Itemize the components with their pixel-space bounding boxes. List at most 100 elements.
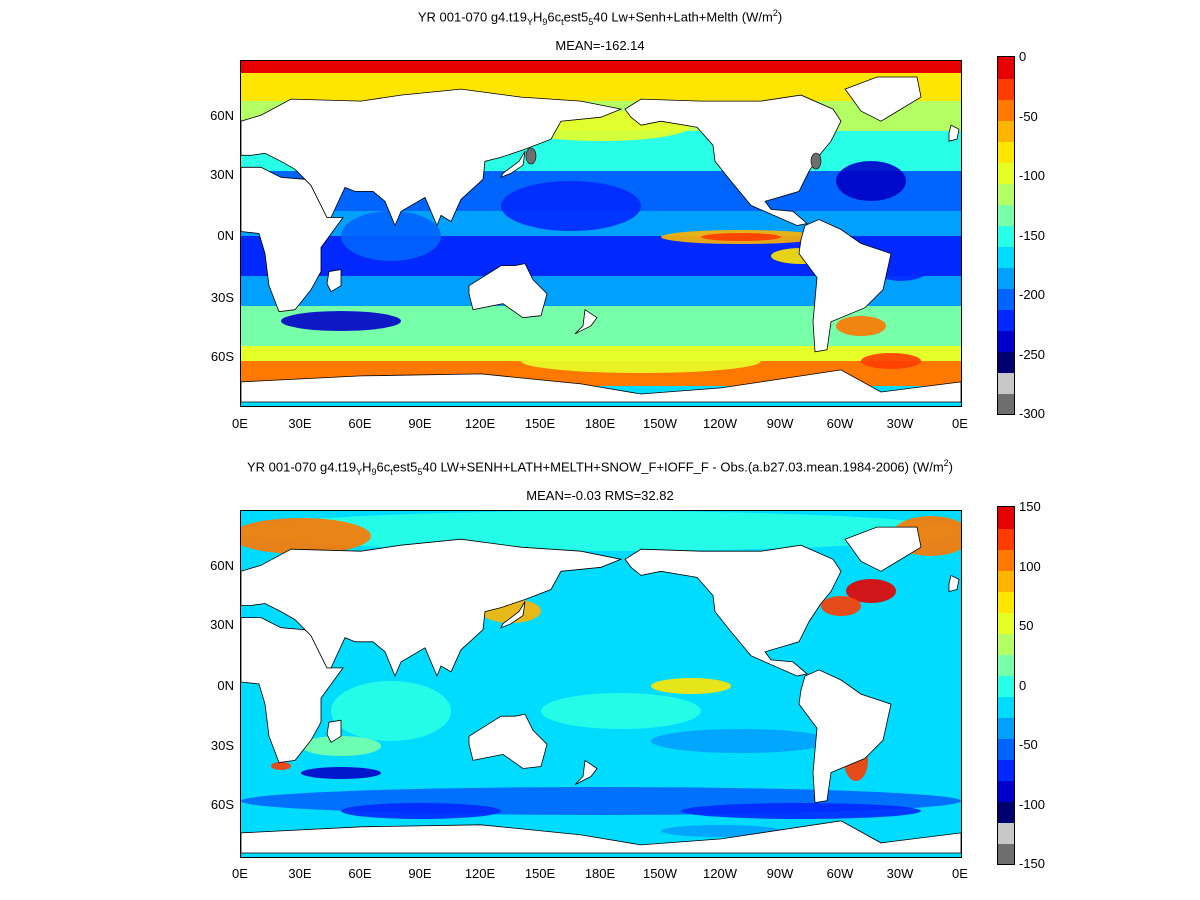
panel1-field-anomaly	[521, 349, 761, 373]
panel2-field-anomaly	[821, 596, 861, 616]
panel2-field-anomaly	[651, 678, 731, 694]
panel1-title-sub-t: t	[561, 16, 564, 27]
panel2-field-anomaly	[341, 803, 501, 819]
panel2-colorbar-segment	[998, 654, 1014, 676]
panel1-landmass	[241, 88, 623, 227]
panel1-colorbar-segment	[998, 309, 1014, 331]
panel2-landmass	[844, 526, 922, 572]
panel1-lon-tick-label: 120W	[703, 416, 737, 431]
panel2-colorbar-segment	[998, 780, 1014, 802]
panel2-title-exp: 2	[943, 458, 949, 468]
panel1-colorbar-segment	[998, 141, 1014, 163]
panel1-title-suffix: )	[777, 9, 783, 25]
panel2-colorbar-label: -100	[1019, 796, 1046, 812]
panel1-colorbar-segment	[998, 351, 1014, 373]
panel1-colorbar-segment	[998, 99, 1014, 121]
panel1-map	[240, 60, 962, 407]
panel2-colorbar-segment	[998, 612, 1014, 634]
panel2-map	[240, 510, 962, 858]
panel2-colorbar-segment	[998, 675, 1014, 697]
panel1-colorbar-segment	[998, 393, 1014, 414]
panel2-lon-tick-label: 60W	[826, 866, 854, 881]
panel2-colorbar-segment	[998, 528, 1014, 550]
panel2-field-anomaly	[541, 693, 701, 729]
panel1-landmass	[574, 309, 598, 335]
panel1-colorbar-label: -100	[1019, 168, 1046, 183]
panel1-lon-tick-label: 0E	[232, 416, 248, 431]
panel1-title-prefix: YR 001-070 g4.t19	[417, 9, 527, 25]
panel2-field-anomaly	[846, 579, 896, 603]
panel1-title-sub-y: Y	[526, 16, 533, 27]
panel1-title-sub-9: 9	[542, 16, 548, 27]
panel1-lat-tick-label: 60N	[210, 108, 234, 123]
panel2-landmass	[468, 713, 548, 769]
panel2-field-anomaly	[331, 681, 451, 741]
panel2-lat-tick-label: 60S	[210, 797, 234, 812]
panel2-colorbar-segment	[998, 696, 1014, 718]
panel2-lon-tick-label: 60E	[348, 866, 372, 881]
panel1-colorbar-label: -150	[1019, 227, 1046, 243]
panel1-field-band	[241, 73, 961, 101]
panel1-landmass	[798, 219, 892, 353]
panel1-title-40: 40	[593, 9, 608, 25]
panel1-colorbar-segment	[998, 246, 1014, 268]
panel2-lat-tick-label: 60N	[210, 558, 234, 573]
panel2-colorbar-label: 0	[1019, 677, 1027, 693]
panel2-landmass	[241, 820, 961, 854]
panel1-lon-tick-label: 30W	[886, 416, 914, 431]
panel2-lon-tick-label: 30E	[288, 866, 312, 881]
panel2-colorbar	[997, 506, 1015, 865]
panel1-colorbar-label: -50	[1019, 108, 1038, 124]
panel1-landmass	[500, 151, 526, 179]
panel1-lon-tick-label: 0E	[952, 416, 968, 431]
panel1-field-anomaly	[281, 311, 401, 331]
panel2-landmass	[241, 617, 344, 763]
panel1-field-band	[241, 61, 961, 73]
panel1-landmass	[241, 166, 344, 313]
panel1-lake	[525, 147, 537, 165]
panel1-colorbar-segment	[998, 204, 1014, 226]
panel2-lon-tick-label: 150W	[643, 866, 677, 881]
panel2-landmass	[948, 574, 960, 593]
panel1-colorbar-segment	[998, 120, 1014, 142]
panel1-lat-tick-label: 30S	[210, 290, 234, 305]
panel2-colorbar-segment	[998, 549, 1014, 571]
panel2-field	[241, 511, 961, 857]
panel2-subtitle: MEAN=-0.03 RMS=32.82	[526, 488, 674, 503]
panel1-field-anomaly	[341, 211, 441, 261]
panel2-colorbar-label: -50	[1019, 737, 1038, 752]
panel2-landmass	[241, 538, 623, 678]
panel1-colorbar-segment	[998, 183, 1014, 205]
panel2-lon-tick-label: 150E	[524, 866, 556, 881]
panel2-title: YR 001-070 g4.t19YH96ctest5540 LW+SENH+L…	[246, 458, 954, 477]
panel1-field-anomaly	[836, 161, 906, 201]
panel1-title: YR 001-070 g4.t19YH96ctest5540 Lw+Senh+L…	[417, 8, 783, 27]
panel2-lon-tick-label: 90E	[408, 866, 432, 881]
panel2-colorbar-segment	[998, 738, 1014, 760]
panel2-lon-tick-label: 120W	[703, 866, 737, 881]
panel1-lon-tick-label: 150W	[643, 416, 677, 431]
panel2-field-anomaly	[271, 762, 291, 770]
panel1-subtitle: MEAN=-162.14	[555, 38, 645, 53]
panel1-lon-tick-label: 90E	[408, 416, 432, 431]
panel2-colorbar-segment	[998, 822, 1014, 844]
panel2-title-sub-y: Y	[356, 466, 363, 477]
panel2-lon-tick-label: 120E	[464, 866, 496, 881]
panel1-lon-tick-label: 150E	[524, 416, 556, 431]
panel2-title-40: 40	[422, 459, 437, 475]
panel1-field-anomaly	[501, 181, 641, 231]
panel1-title-6c: 6c	[547, 9, 562, 25]
panel2-landmass	[798, 669, 892, 804]
panel1-colorbar-segment	[998, 162, 1014, 184]
panel1-lat-tick-label: 30N	[210, 167, 234, 182]
panel1-colorbar-label: -200	[1019, 287, 1046, 302]
panel1-title-h: H	[532, 9, 543, 25]
panel2-field-anomaly	[301, 736, 381, 756]
panel1-lat-tick-label: 0N	[217, 228, 234, 243]
panel1-colorbar-segment	[998, 288, 1014, 310]
panel2-field-anomaly	[241, 511, 961, 551]
panel1-field-anomaly	[836, 316, 886, 336]
panel1-landmass	[468, 263, 548, 319]
panel1-colorbar-segment	[998, 57, 1014, 79]
panel1-landmass	[948, 124, 960, 142]
